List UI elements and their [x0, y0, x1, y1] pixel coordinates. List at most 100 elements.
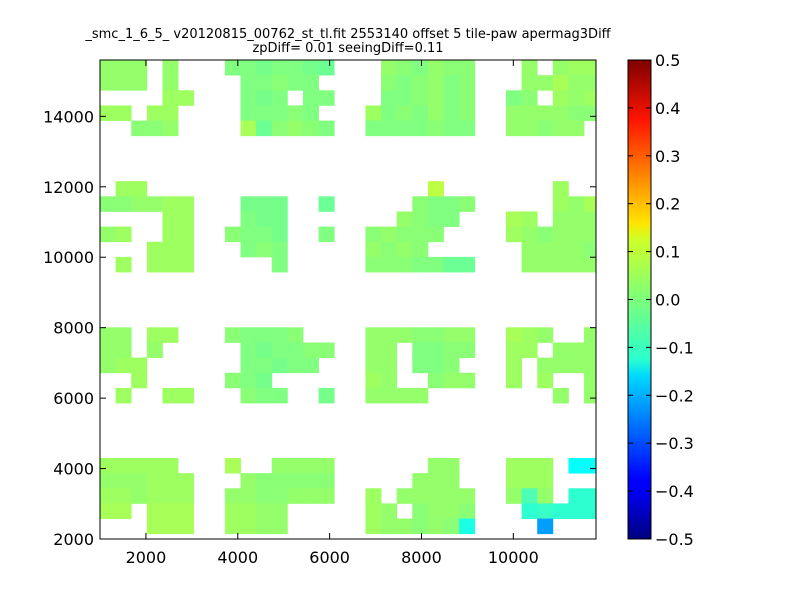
heatmap-cell: [162, 196, 179, 212]
heatmap-cell: [381, 387, 398, 404]
heatmap-cell: [537, 105, 554, 121]
heatmap-cell: [568, 226, 585, 243]
colorbar-tick-label: −0.4: [655, 482, 694, 501]
heatmap-cell: [521, 211, 538, 227]
heatmap-cell: [443, 60, 460, 76]
heatmap-cell: [271, 387, 288, 404]
colorbar-tick-label: 0.4: [655, 99, 680, 118]
heatmap-cell: [115, 226, 132, 243]
heatmap-cell: [427, 473, 444, 489]
heatmap-cell: [443, 120, 460, 137]
heatmap-cell: [505, 357, 522, 374]
heatmap-cells: [100, 60, 597, 535]
heatmap-cell: [256, 105, 273, 121]
heatmap-cell: [537, 256, 554, 273]
heatmap-cell: [240, 120, 257, 137]
y-tick-label: 2000: [53, 530, 94, 549]
heatmap-cell: [381, 372, 398, 389]
heatmap-cell: [271, 256, 288, 273]
heatmap-cell: [240, 196, 257, 212]
heatmap-cell: [537, 226, 554, 243]
heatmap-cell: [505, 488, 522, 504]
heatmap-cell: [302, 105, 319, 121]
heatmap-cell: [552, 503, 569, 519]
heatmap-cell: [412, 60, 429, 76]
heatmap-cell: [256, 473, 273, 489]
heatmap-cell: [521, 457, 538, 474]
colorbar-tick-label: 0.5: [655, 51, 680, 70]
heatmap-cell: [131, 120, 148, 137]
heatmap-cell: [256, 518, 273, 535]
heatmap-cell: [427, 503, 444, 519]
heatmap-cell: [365, 256, 382, 273]
heatmap-cell: [396, 75, 413, 91]
heatmap-cell: [396, 488, 413, 504]
heatmap-cell: [224, 488, 241, 504]
heatmap-cell: [568, 196, 585, 212]
heatmap-cell: [552, 357, 569, 374]
heatmap-cell: [568, 488, 585, 504]
heatmap-cell: [178, 503, 195, 519]
heatmap-cell: [381, 342, 398, 359]
heatmap-cell: [162, 60, 179, 76]
heatmap-cell: [146, 196, 163, 212]
heatmap-cell: [584, 256, 597, 273]
heatmap-cell: [521, 473, 538, 489]
heatmap-cell: [568, 457, 585, 474]
heatmap-cell: [271, 327, 288, 343]
heatmap-cell: [302, 60, 319, 76]
heatmap-cell: [287, 488, 304, 504]
heatmap-cell: [318, 90, 335, 106]
heatmap-cell: [381, 90, 398, 106]
x-tick-label: 8000: [401, 548, 442, 567]
heatmap-cell: [568, 357, 585, 374]
heatmap-cell: [162, 90, 179, 106]
heatmap-cell: [412, 327, 429, 343]
heatmap-cell: [427, 342, 444, 359]
heatmap-cell: [412, 518, 429, 535]
heatmap-cell: [302, 342, 319, 359]
heatmap-cell: [584, 372, 597, 389]
heatmap-cell: [584, 503, 597, 519]
heatmap-cell: [287, 60, 304, 76]
heatmap-cell: [412, 105, 429, 121]
heatmap-cell: [271, 241, 288, 258]
heatmap-cell: [365, 327, 382, 343]
heatmap-cell: [443, 342, 460, 359]
heatmap-cell: [256, 226, 273, 243]
heatmap-cell: [396, 327, 413, 343]
heatmap-cell: [256, 357, 273, 374]
heatmap-cell: [381, 226, 398, 243]
heatmap-cell: [584, 211, 597, 227]
heatmap-cell: [271, 75, 288, 91]
heatmap-cell: [115, 60, 132, 76]
heatmap-cell: [302, 457, 319, 474]
heatmap-cell: [100, 105, 117, 121]
heatmap-cell: [240, 327, 257, 343]
heatmap-cell: [552, 387, 569, 404]
heatmap-cell: [271, 211, 288, 227]
heatmap-cell: [505, 105, 522, 121]
heatmap-cell: [256, 387, 273, 404]
heatmap-cell: [240, 357, 257, 374]
heatmap-cell: [115, 457, 132, 474]
heatmap-cell: [115, 196, 132, 212]
heatmap-cell: [459, 196, 476, 212]
heatmap-cell: [100, 473, 117, 489]
heatmap-cell: [568, 503, 585, 519]
heatmap-cell: [443, 473, 460, 489]
colorbar-tick-label: 0.0: [655, 291, 680, 310]
heatmap-cell: [443, 488, 460, 504]
colorbar-tick-label: −0.5: [655, 530, 694, 549]
heatmap-cell: [302, 90, 319, 106]
colorbar-tick-label: 0.3: [655, 147, 680, 166]
chart-title-line2: zpDiff= 0.01 seeingDiff=0.11: [252, 41, 443, 56]
colorbar-tick-label: 0.1: [655, 243, 680, 262]
heatmap-cell: [505, 90, 522, 106]
heatmap-cell: [162, 387, 179, 404]
y-axis: 2000 4000 6000 8000 10000 12000 14000: [43, 107, 596, 549]
heatmap-cell: [287, 357, 304, 374]
heatmap-cell: [318, 196, 335, 212]
heatmap-cell: [521, 120, 538, 137]
heatmap-cell: [537, 473, 554, 489]
